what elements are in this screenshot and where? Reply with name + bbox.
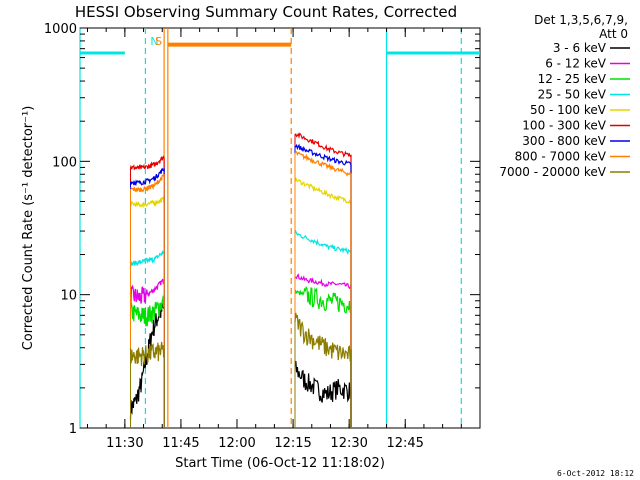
series-line [129, 278, 165, 428]
x-tick-label: 12:00 [218, 436, 255, 451]
series-line [294, 132, 352, 428]
legend: Det 1,3,5,6,7,9, Att 0 3 - 6 keV 6 - 12 k… [499, 13, 630, 179]
legend-entry-label: 50 - 100 keV [530, 103, 607, 117]
legend-entry-label: 12 - 25 keV [538, 72, 607, 86]
series-line [294, 286, 352, 428]
series-line [129, 303, 165, 428]
legend-entry-label: 3 - 6 keV [553, 41, 607, 55]
y-axis-label: Corrected Count Rate (s⁻¹ detector⁻¹) [21, 106, 36, 351]
x-tick-label: 12:45 [386, 436, 423, 451]
y-axis-ticks: 1 10 100 1000 [44, 22, 480, 437]
x-tick-label: 12:30 [330, 436, 367, 451]
marker-label: S [155, 35, 162, 48]
series-line [294, 273, 352, 428]
series-line [130, 173, 165, 428]
series-line [294, 312, 352, 428]
legend-entry-label: 800 - 7000 keV [515, 150, 607, 164]
y-tick-label: 1 [69, 422, 77, 437]
chart-title: HESSI Observing Summary Count Rates, Cor… [75, 3, 457, 21]
legend-entry-label: 100 - 300 keV [522, 119, 606, 133]
series-line [129, 155, 165, 428]
series-line [130, 293, 165, 428]
series-line [129, 341, 165, 428]
markers-layer: NS [79, 28, 480, 428]
legend-entry-label: 7000 - 20000 keV [499, 165, 606, 179]
x-tick-label: 11:30 [106, 436, 143, 451]
series-line [129, 250, 165, 428]
series-line [294, 360, 352, 428]
series-line [294, 151, 352, 428]
x-axis-label: Start Time (06-Oct-12 11:18:02) [175, 456, 385, 471]
legend-entry-label: 300 - 800 keV [522, 134, 606, 148]
x-axis-ticks: 11:30 11:45 12:00 12:15 12:30 12:45 [86, 28, 481, 451]
plot-area: NS 11:30 11:45 12:00 12:15 12:30 12:45 1 10 100… [44, 22, 481, 451]
series-line [129, 195, 165, 428]
series-line [129, 167, 165, 428]
x-tick-label: 11:45 [162, 436, 199, 451]
series-line [294, 230, 352, 428]
series-line [294, 177, 352, 428]
legend-entry-label: 25 - 50 keV [538, 88, 607, 102]
x-tick-label: 12:15 [274, 436, 311, 451]
y-tick-label: 1000 [44, 22, 77, 37]
marker-label: N [150, 35, 158, 48]
legend-header-line-2: Att 0 [599, 27, 628, 41]
plot-frame [79, 27, 481, 429]
y-tick-label: 10 [60, 289, 77, 304]
series-layer [129, 132, 352, 428]
footer-date: 6-Oct-2012 18:12 [557, 469, 634, 478]
y-tick-label: 100 [52, 155, 77, 170]
legend-header-line-1: Det 1,3,5,6,7,9, [534, 13, 628, 27]
legend-entry-label: 6 - 12 keV [545, 57, 607, 71]
series-line [294, 143, 352, 428]
